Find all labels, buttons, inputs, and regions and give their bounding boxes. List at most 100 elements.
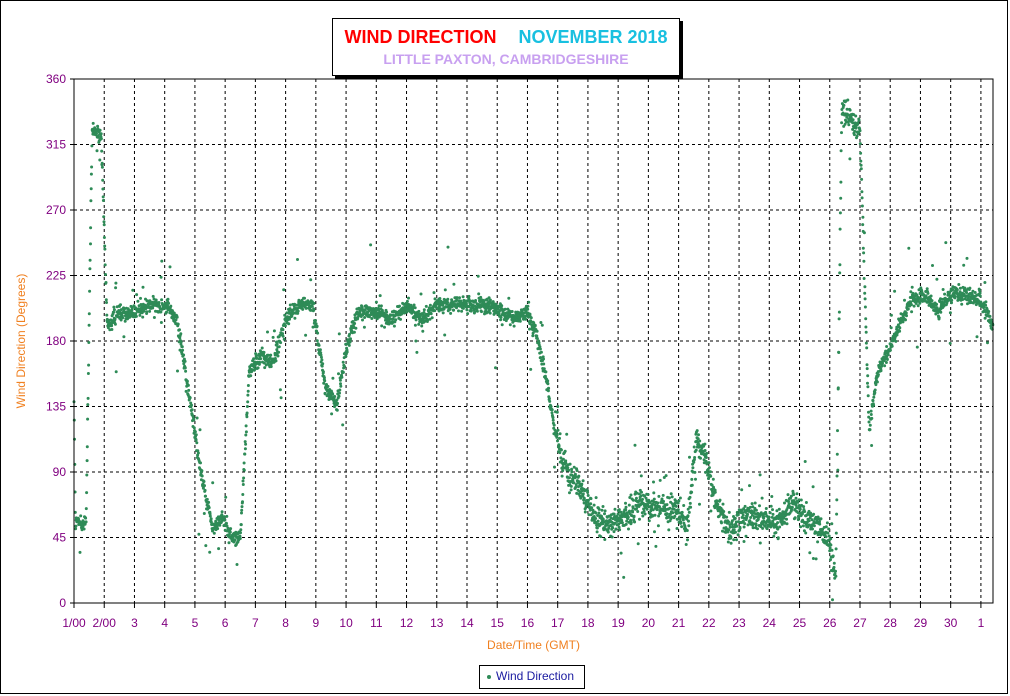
data-point: [413, 306, 417, 310]
data-point: [318, 348, 322, 352]
data-point: [241, 483, 245, 486]
data-point: [385, 310, 389, 314]
data-point: [547, 386, 551, 390]
data-point: [839, 149, 843, 153]
data-point: [432, 291, 436, 295]
data-point: [196, 449, 200, 453]
data-point: [792, 493, 796, 497]
data-point: [571, 478, 575, 482]
data-point: [988, 314, 992, 318]
data-point: [557, 444, 561, 448]
data-point: [859, 163, 863, 167]
data-point: [499, 315, 503, 319]
data-point: [835, 474, 839, 478]
data-point: [205, 497, 209, 501]
data-point: [646, 493, 650, 496]
data-point: [979, 300, 983, 304]
data-point: [211, 481, 215, 485]
data-point: [78, 550, 82, 554]
data-point: [657, 494, 661, 498]
data-point: [559, 456, 563, 460]
x-tick-label: 13: [430, 616, 444, 630]
data-point: [239, 528, 243, 532]
data-point: [862, 251, 866, 255]
data-point: [861, 215, 865, 219]
data-point: [314, 319, 317, 323]
data-point: [641, 497, 644, 501]
data-point: [847, 123, 851, 127]
data-point: [944, 241, 948, 245]
data-point: [592, 503, 596, 507]
data-point: [333, 395, 337, 398]
data-point: [233, 538, 237, 542]
data-point: [674, 504, 678, 508]
data-point: [918, 301, 922, 305]
data-point: [529, 367, 533, 371]
data-point: [683, 524, 687, 528]
data-point: [182, 362, 186, 366]
data-point: [629, 493, 633, 497]
data-point: [978, 289, 982, 293]
data-point: [321, 362, 325, 366]
data-point: [939, 310, 943, 314]
data-point: [380, 308, 384, 312]
data-point: [246, 389, 250, 393]
x-tick-label: 25: [793, 616, 807, 630]
data-point: [499, 318, 503, 322]
data-point: [242, 468, 246, 472]
data-point: [713, 490, 717, 494]
data-point: [845, 107, 849, 111]
data-point: [113, 317, 117, 321]
data-point: [244, 424, 248, 428]
data-point: [829, 558, 832, 562]
data-point: [184, 369, 188, 373]
y-tick-label: 225: [46, 269, 66, 283]
data-point: [152, 316, 156, 319]
data-point: [597, 511, 601, 515]
data-point: [690, 490, 694, 494]
data-point: [866, 374, 870, 378]
data-point: [929, 294, 933, 298]
data-point: [851, 118, 855, 122]
data-point: [188, 396, 192, 400]
data-point: [241, 479, 245, 483]
data-point: [764, 521, 768, 525]
data-point: [573, 472, 577, 476]
data-point: [82, 527, 86, 531]
data-point: [552, 423, 556, 427]
data-point: [741, 513, 745, 517]
data-point: [159, 275, 163, 279]
x-tick-label: 27: [853, 616, 867, 630]
x-tick-label: 22: [702, 616, 716, 630]
data-point: [771, 512, 775, 516]
data-point: [500, 304, 504, 308]
data-point: [704, 456, 708, 459]
data-point: [469, 309, 473, 313]
data-point: [394, 318, 398, 322]
data-point: [84, 507, 88, 511]
data-point: [736, 513, 740, 517]
data-point: [682, 504, 686, 507]
data-point: [879, 369, 883, 373]
data-point: [953, 295, 957, 299]
data-point: [212, 531, 216, 535]
data-point: [91, 121, 95, 125]
data-point: [90, 165, 94, 169]
data-point: [831, 598, 834, 602]
data-point: [283, 324, 287, 328]
data-point: [344, 354, 348, 358]
data-point: [838, 271, 842, 275]
data-point: [570, 467, 574, 471]
data-point: [329, 394, 333, 398]
data-point: [827, 527, 831, 531]
data-point: [698, 439, 702, 443]
data-point: [948, 341, 952, 345]
data-point: [533, 323, 537, 327]
data-point: [551, 416, 555, 420]
data-point: [566, 466, 570, 470]
data-point: [524, 317, 528, 321]
data-point: [565, 432, 569, 436]
data-point: [310, 304, 314, 308]
y-tick-label: 270: [46, 203, 66, 217]
